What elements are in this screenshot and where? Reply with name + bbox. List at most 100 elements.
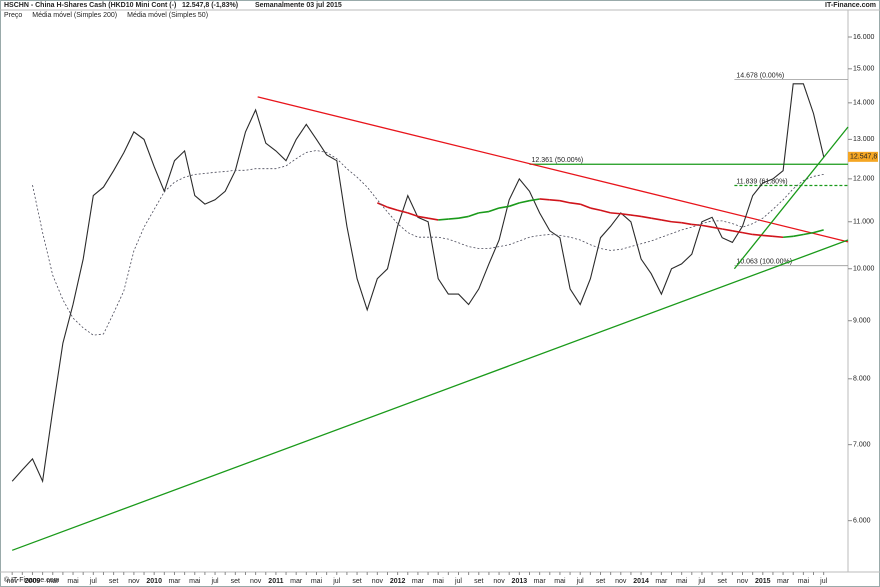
x-tick-label: mar (47, 578, 60, 585)
x-tick-label: mar (290, 578, 303, 585)
trendline (733, 126, 849, 270)
moving-average-segment (387, 206, 398, 212)
moving-average-segment (468, 212, 480, 218)
last-price-box (848, 151, 878, 162)
y-tick-label: 12.000 (853, 176, 875, 183)
x-tick-label: set (109, 578, 118, 585)
y-tick-label: 8.000 (853, 376, 871, 383)
last-price-label: 12.547,8 (850, 154, 877, 161)
x-tick-label: nov (128, 578, 140, 585)
fib-label: 14.678 (0.00%) (736, 72, 784, 79)
x-tick-label: mai (67, 578, 79, 585)
trendline (11, 239, 849, 551)
x-tick-label: nov (737, 578, 749, 585)
moving-average-segment (417, 215, 429, 219)
x-tick-label: nov (372, 578, 384, 585)
moving-average-segment (722, 228, 733, 232)
moving-average-segment (762, 234, 774, 238)
x-tick-label: jul (697, 578, 705, 585)
y-tick-label: 15.000 (853, 66, 875, 73)
fib-label: 12.361 (50.00%) (531, 157, 583, 164)
x-tick-label: 2011 (268, 578, 283, 585)
moving-average-segment (579, 203, 591, 209)
moving-average-segment (488, 207, 500, 213)
legend-entry: Preço (4, 12, 22, 19)
moving-average-segment (630, 214, 642, 218)
moving-average-segment (803, 231, 814, 236)
brand: IT-Finance.com (825, 2, 876, 9)
x-tick-label: mai (189, 578, 201, 585)
price-line (11, 83, 825, 484)
quote: 12.547,8 (-1,83%) (182, 2, 238, 9)
y-tick-label: 13.000 (853, 136, 875, 143)
moving-average-segment (519, 199, 530, 204)
legend-entry: Média móvel (Simples 50) (127, 12, 208, 19)
moving-average-segment (732, 230, 743, 234)
x-tick-label: mai (554, 578, 566, 585)
moving-average-segment (711, 226, 723, 230)
moving-average-segment (559, 199, 571, 204)
moving-average-segment (377, 202, 388, 208)
x-tick-label: mai (798, 578, 810, 585)
moving-average-segment (498, 205, 510, 209)
moving-average-segment (438, 218, 449, 221)
moving-average-segment (813, 229, 824, 234)
moving-average-line (32, 150, 824, 336)
x-tick-label: jul (819, 578, 827, 585)
x-tick-label: mar (777, 578, 790, 585)
x-tick-label: set (352, 578, 361, 585)
x-tick-label: nov (493, 578, 505, 585)
moving-average-segment (569, 202, 581, 205)
x-tick-label: jul (89, 578, 97, 585)
x-tick-label: 2015 (755, 578, 771, 585)
x-tick-label: 2009 (25, 578, 41, 585)
footer: © IT-Finance.com (4, 576, 60, 584)
y-tick-label: 7.000 (853, 441, 871, 448)
moving-average-segment (610, 212, 621, 215)
x-tick-label: mai (676, 578, 688, 585)
y-tick-label: 14.000 (853, 100, 875, 107)
x-tick-label: 2010 (146, 578, 162, 585)
x-tick-label: nov (615, 578, 627, 585)
moving-average-segment (458, 215, 469, 219)
moving-average-segment (742, 231, 753, 236)
moving-average-segment (691, 223, 703, 227)
x-tick-label: jul (454, 578, 462, 585)
moving-average-segment (448, 217, 459, 220)
moving-average-segment (752, 233, 763, 237)
trendline (257, 96, 849, 243)
x-tick-label: mai (311, 578, 323, 585)
x-tick-label: mar (534, 578, 547, 585)
y-tick-label: 16.000 (853, 34, 875, 41)
moving-average-segment (701, 224, 713, 228)
y-tick-label: 6.000 (853, 518, 871, 525)
chart-title: HSCHN - China H-Shares Cash (HKD10 Mini … (4, 2, 176, 9)
moving-average-segment (478, 210, 490, 214)
y-tick-label: 10.000 (853, 266, 875, 273)
moving-average-segment (793, 233, 804, 238)
legend-entry: Média móvel (Simples 200) (32, 12, 117, 19)
x-tick-label: mar (412, 578, 425, 585)
x-tick-label: set (596, 578, 605, 585)
y-tick-label: 11.000 (853, 219, 874, 226)
x-tick-label: jul (211, 578, 219, 585)
moving-average-segment (549, 199, 560, 202)
moving-average-segment (539, 198, 550, 201)
x-tick-label: 2013 (512, 578, 528, 585)
moving-average-segment (783, 235, 794, 239)
moving-average-segment (397, 209, 408, 214)
moving-average-segment (681, 221, 692, 226)
moving-average-segment (590, 207, 601, 212)
moving-average-segment (508, 202, 520, 208)
moving-average-segment (407, 212, 419, 218)
period: Semanalmente 03 jul 2015 (255, 2, 342, 9)
x-tick-label: 2012 (390, 578, 406, 585)
moving-average-segment (600, 209, 611, 214)
x-tick-label: jul (332, 578, 340, 585)
moving-average-segment (661, 219, 672, 223)
fib-label: 10.063 (100.00%) (736, 259, 792, 266)
moving-average-segment (640, 215, 652, 219)
moving-average-segment (772, 235, 784, 239)
